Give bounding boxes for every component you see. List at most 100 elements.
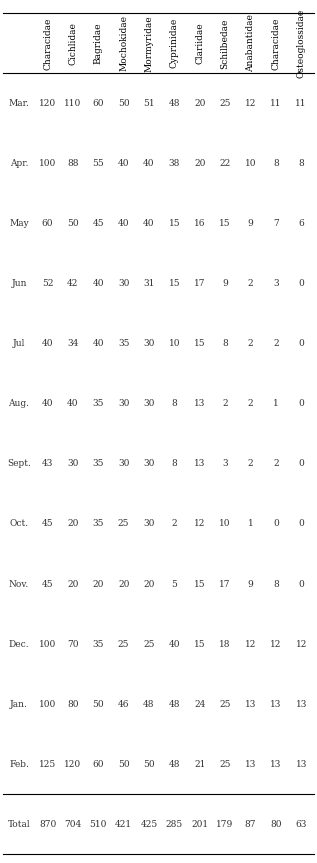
Text: 13: 13 bbox=[245, 759, 256, 769]
Text: 704: 704 bbox=[64, 820, 81, 828]
Text: 0: 0 bbox=[298, 520, 304, 528]
Text: 0: 0 bbox=[298, 339, 304, 349]
Text: Jul: Jul bbox=[13, 339, 25, 349]
Text: 13: 13 bbox=[270, 700, 281, 709]
Text: 10: 10 bbox=[169, 339, 180, 349]
Text: 870: 870 bbox=[39, 820, 56, 828]
Text: 25: 25 bbox=[143, 639, 155, 649]
Text: 1: 1 bbox=[273, 400, 279, 408]
Text: 17: 17 bbox=[194, 279, 205, 288]
Text: 15: 15 bbox=[219, 219, 231, 228]
Text: 40: 40 bbox=[42, 339, 53, 349]
Text: 425: 425 bbox=[140, 820, 158, 828]
Text: Characidae: Characidae bbox=[271, 17, 280, 70]
Text: 10: 10 bbox=[245, 159, 256, 168]
Text: 1: 1 bbox=[248, 520, 253, 528]
Text: 120: 120 bbox=[39, 99, 56, 108]
Text: 30: 30 bbox=[143, 339, 155, 349]
Text: 48: 48 bbox=[169, 759, 180, 769]
Text: 20: 20 bbox=[194, 99, 205, 108]
Text: 80: 80 bbox=[67, 700, 79, 709]
Text: 35: 35 bbox=[93, 459, 104, 469]
Text: 8: 8 bbox=[171, 400, 177, 408]
Text: 11: 11 bbox=[270, 99, 281, 108]
Text: 48: 48 bbox=[169, 700, 180, 709]
Text: 16: 16 bbox=[194, 219, 205, 228]
Text: 22: 22 bbox=[219, 159, 231, 168]
Text: Nov.: Nov. bbox=[9, 580, 29, 589]
Text: Schilbedae: Schilbedae bbox=[221, 18, 230, 68]
Text: 13: 13 bbox=[194, 400, 205, 408]
Text: 2: 2 bbox=[273, 459, 279, 469]
Text: 12: 12 bbox=[194, 520, 205, 528]
Text: 40: 40 bbox=[42, 400, 53, 408]
Text: 25: 25 bbox=[219, 759, 231, 769]
Text: 30: 30 bbox=[67, 459, 79, 469]
Text: Anabantidae: Anabantidae bbox=[246, 15, 255, 72]
Text: 15: 15 bbox=[194, 339, 205, 349]
Text: 8: 8 bbox=[222, 339, 228, 349]
Text: 13: 13 bbox=[295, 759, 307, 769]
Text: 60: 60 bbox=[42, 219, 53, 228]
Text: 20: 20 bbox=[118, 580, 129, 589]
Text: 25: 25 bbox=[219, 99, 231, 108]
Text: 25: 25 bbox=[118, 520, 129, 528]
Text: 50: 50 bbox=[93, 700, 104, 709]
Text: 11: 11 bbox=[295, 99, 307, 108]
Text: 15: 15 bbox=[169, 219, 180, 228]
Text: 70: 70 bbox=[67, 639, 79, 649]
Text: 25: 25 bbox=[118, 639, 129, 649]
Text: 40: 40 bbox=[143, 219, 155, 228]
Text: 2: 2 bbox=[222, 400, 228, 408]
Text: 52: 52 bbox=[42, 279, 53, 288]
Text: 20: 20 bbox=[143, 580, 155, 589]
Text: 100: 100 bbox=[39, 639, 56, 649]
Text: 0: 0 bbox=[298, 580, 304, 589]
Text: May: May bbox=[9, 219, 29, 228]
Text: 13: 13 bbox=[194, 459, 205, 469]
Text: 2: 2 bbox=[273, 339, 279, 349]
Text: Bagridae: Bagridae bbox=[94, 22, 103, 64]
Text: 17: 17 bbox=[219, 580, 231, 589]
Text: 48: 48 bbox=[143, 700, 155, 709]
Text: 15: 15 bbox=[194, 639, 205, 649]
Text: 50: 50 bbox=[67, 219, 79, 228]
Text: 15: 15 bbox=[194, 580, 205, 589]
Text: 80: 80 bbox=[270, 820, 281, 828]
Text: 12: 12 bbox=[295, 639, 307, 649]
Text: 9: 9 bbox=[248, 580, 253, 589]
Text: 20: 20 bbox=[67, 520, 79, 528]
Text: Dec.: Dec. bbox=[9, 639, 29, 649]
Text: 2: 2 bbox=[248, 339, 253, 349]
Text: 42: 42 bbox=[67, 279, 79, 288]
Text: 30: 30 bbox=[118, 459, 129, 469]
Text: 8: 8 bbox=[273, 580, 279, 589]
Text: 0: 0 bbox=[273, 520, 279, 528]
Text: Jan.: Jan. bbox=[10, 700, 28, 709]
Text: 24: 24 bbox=[194, 700, 205, 709]
Text: 13: 13 bbox=[295, 700, 307, 709]
Text: 48: 48 bbox=[169, 99, 180, 108]
Text: 2: 2 bbox=[248, 459, 253, 469]
Text: 50: 50 bbox=[143, 759, 155, 769]
Text: 30: 30 bbox=[118, 400, 129, 408]
Text: 3: 3 bbox=[222, 459, 228, 469]
Text: 43: 43 bbox=[42, 459, 53, 469]
Text: Mar.: Mar. bbox=[9, 99, 29, 108]
Text: Characidae: Characidae bbox=[43, 17, 52, 70]
Text: 45: 45 bbox=[42, 580, 53, 589]
Text: 60: 60 bbox=[93, 99, 104, 108]
Text: 40: 40 bbox=[93, 279, 104, 288]
Text: 50: 50 bbox=[118, 759, 129, 769]
Text: Aug.: Aug. bbox=[9, 400, 29, 408]
Text: 20: 20 bbox=[93, 580, 104, 589]
Text: 40: 40 bbox=[169, 639, 180, 649]
Text: 45: 45 bbox=[42, 520, 53, 528]
Text: 60: 60 bbox=[93, 759, 104, 769]
Text: 8: 8 bbox=[298, 159, 304, 168]
Text: Mormyridae: Mormyridae bbox=[145, 15, 153, 72]
Text: 13: 13 bbox=[270, 759, 281, 769]
Text: Mochokidae: Mochokidae bbox=[119, 16, 128, 72]
Text: 510: 510 bbox=[90, 820, 107, 828]
Text: 18: 18 bbox=[219, 639, 231, 649]
